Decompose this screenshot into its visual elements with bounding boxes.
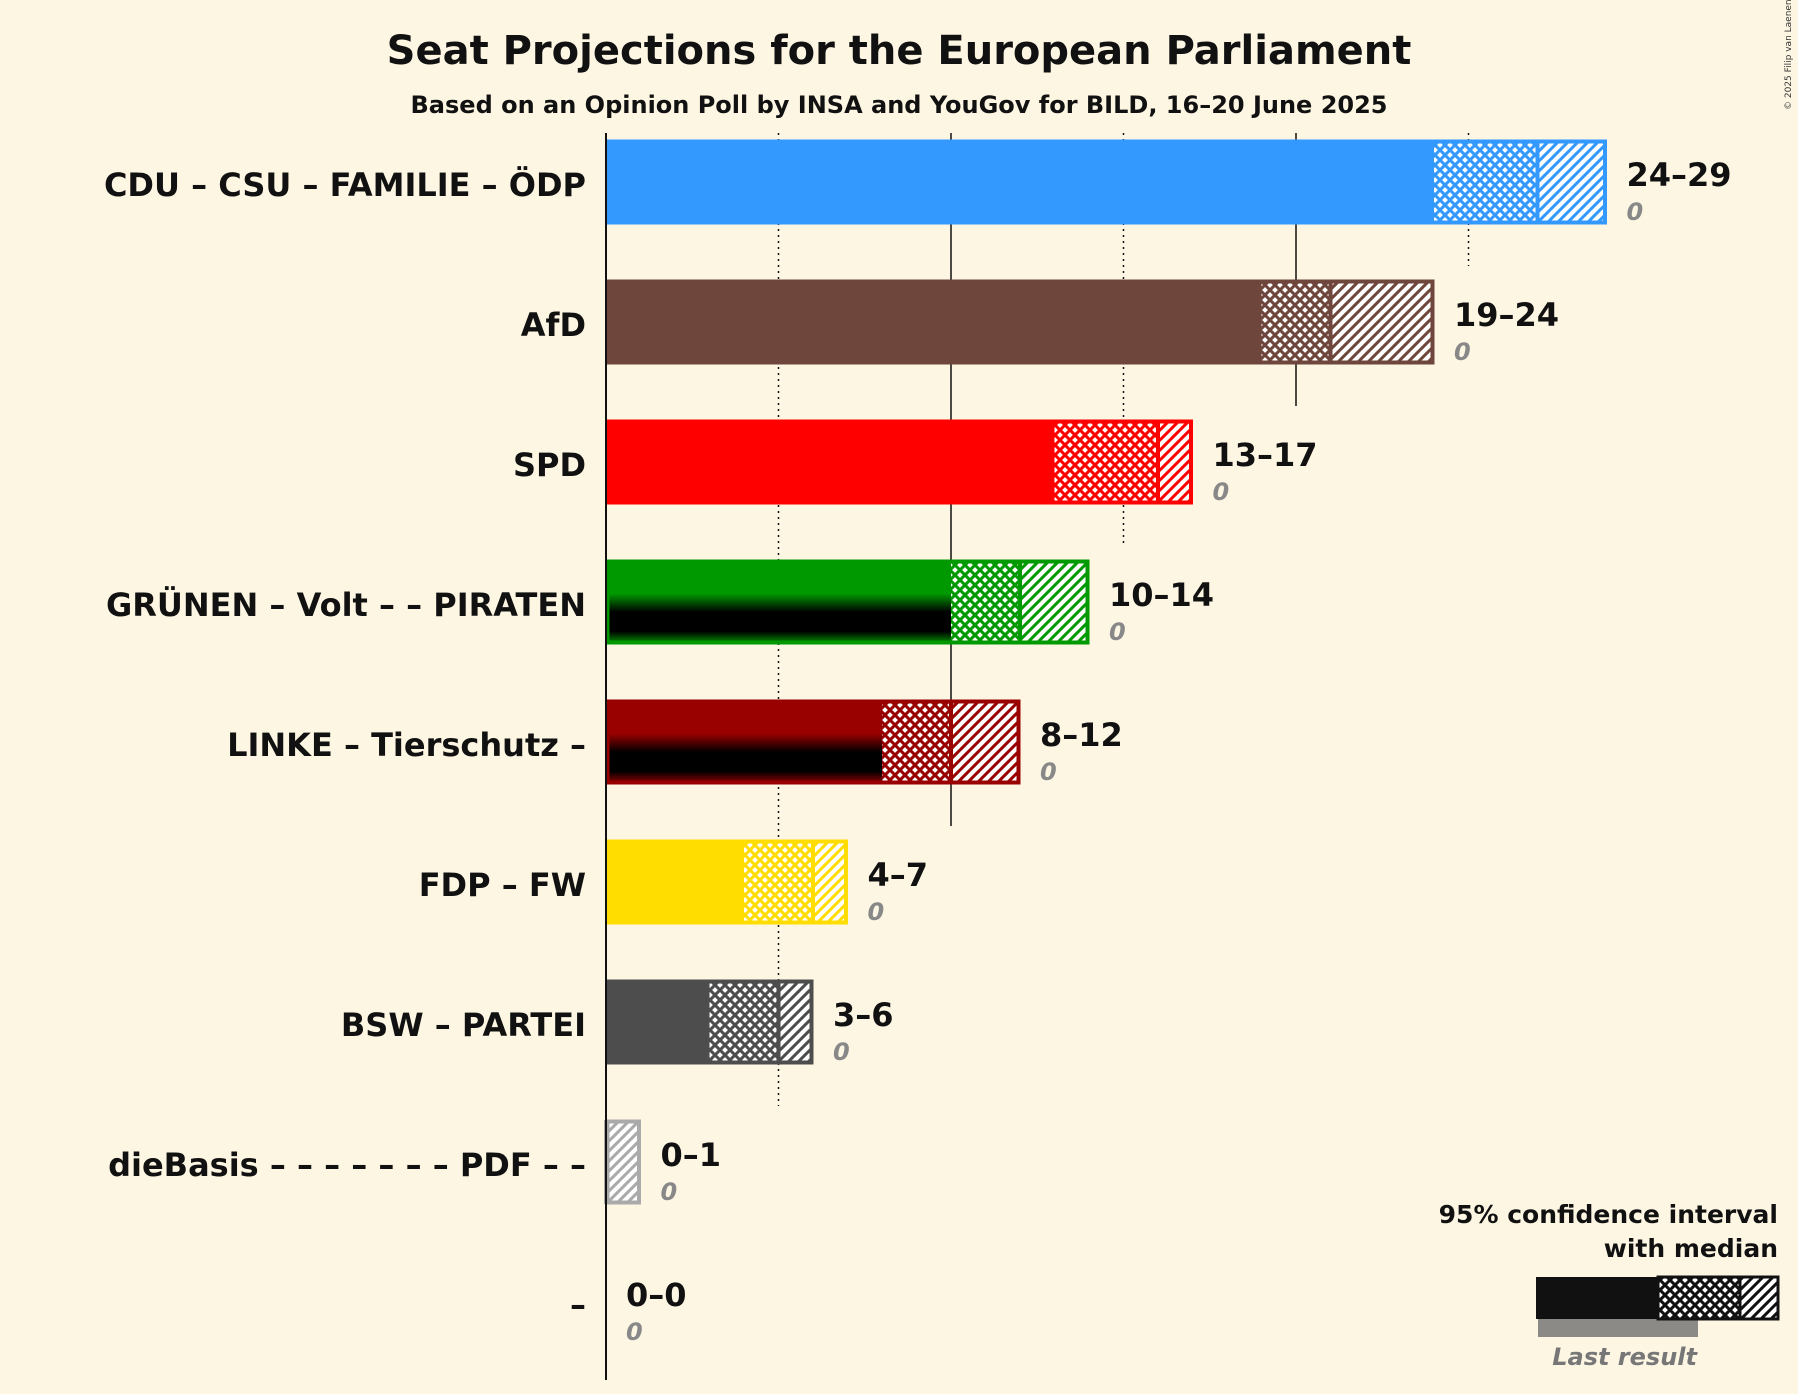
last-result-label: 0	[661, 1178, 678, 1206]
bar-outline	[605, 559, 1090, 645]
range-label: 0–0	[626, 1276, 687, 1314]
bar-outline	[605, 1119, 641, 1205]
category-label: CDU – CSU – FAMILIE – ÖDP	[104, 166, 586, 204]
bar-ci-upper	[1158, 420, 1193, 504]
bar-solid	[606, 140, 1434, 224]
bar-ci-upper	[778, 980, 813, 1064]
last-result-label: 0	[833, 1038, 850, 1066]
category-label: FDP – FW	[419, 866, 586, 904]
bar-row: BSW – PARTEI 3–6 0	[341, 979, 894, 1066]
bar-row: SPD 13–17 0	[513, 419, 1318, 506]
copyright-notice: © 2025 Filip van Laenen	[1784, 0, 1794, 110]
last-result-label: 0	[868, 898, 885, 926]
bar-outline	[605, 419, 1193, 505]
legend-last-result-label: Last result	[1552, 1343, 1698, 1371]
category-label: BSW – PARTEI	[341, 1006, 586, 1044]
category-label: LINKE – Tierschutz –	[227, 726, 586, 764]
bar-ci-upper	[606, 1120, 641, 1204]
bars-group: CDU – CSU – FAMILIE – ÖDP 24–29 0 AfD 19–24 0…	[104, 139, 1732, 1346]
bar-row: – 0–0 0	[570, 1276, 687, 1346]
range-label: 4–7	[868, 856, 929, 894]
bar-outline	[605, 279, 1435, 365]
bar-stripe	[606, 560, 951, 644]
bar-ci-lower	[951, 560, 1020, 644]
bar-ci-upper	[1330, 280, 1434, 364]
range-label: 8–12	[1040, 716, 1123, 754]
bar-row: FDP – FW 4–7 0	[419, 839, 929, 926]
range-label: 0–1	[661, 1136, 722, 1174]
last-result-label: 0	[626, 1318, 643, 1346]
range-label: 13–17	[1213, 436, 1318, 474]
legend-solid-bar	[1536, 1277, 1658, 1319]
bar-row: LINKE – Tierschutz – 8–12 0	[227, 699, 1123, 786]
bar-outline	[605, 839, 848, 925]
last-result-label: 0	[1213, 478, 1230, 506]
legend-last-result-bar	[1538, 1317, 1698, 1337]
last-result-label: 0	[1040, 758, 1057, 786]
category-label: SPD	[513, 446, 586, 484]
chart-title: Seat Projections for the European Parlia…	[387, 28, 1412, 74]
range-label: 10–14	[1109, 576, 1214, 614]
bar-row: AfD 19–24 0	[521, 279, 1559, 366]
bar-outline	[605, 139, 1607, 225]
bar-outline	[605, 699, 1021, 785]
last-result-label: 0	[1109, 618, 1126, 646]
bar-ci-upper	[1537, 140, 1607, 224]
last-result-label: 0	[1454, 338, 1471, 366]
range-label: 3–6	[833, 996, 894, 1034]
category-label: GRÜNEN – Volt – – PIRATEN	[106, 586, 586, 624]
bar-ci-upper	[951, 700, 1020, 784]
bar-row: CDU – CSU – FAMILIE – ÖDP 24–29 0	[104, 139, 1732, 226]
range-label: 19–24	[1454, 296, 1559, 334]
bar-ci-lower	[709, 980, 779, 1064]
bar-solid	[606, 980, 710, 1064]
bar-ci-lower	[1434, 140, 1538, 224]
bar-solid	[606, 280, 1262, 364]
category-label: AfD	[521, 306, 586, 344]
bar-ci-upper	[813, 840, 848, 924]
legend-title-line2: with median	[1604, 1234, 1778, 1263]
chart-subtitle: Based on an Opinion Poll by INSA and You…	[411, 91, 1388, 119]
legend: 95% confidence interval with median Last…	[1439, 1200, 1780, 1371]
bar-ci-lower	[1054, 420, 1158, 504]
bar-ci-lower	[1261, 280, 1331, 364]
bar-solid	[606, 840, 744, 924]
bar-ci-upper	[1020, 560, 1089, 644]
legend-hatch-bar	[1738, 1275, 1780, 1321]
bar-ci-lower	[744, 840, 813, 924]
bar-stripe	[606, 700, 882, 784]
legend-title-line1: 95% confidence interval	[1439, 1200, 1778, 1229]
bar-outline	[605, 979, 814, 1065]
bar-row: GRÜNEN – Volt – – PIRATEN 10–14 0	[106, 559, 1214, 646]
category-label: dieBasis – – – – – – – PDF – –	[108, 1146, 586, 1184]
category-label: –	[570, 1286, 586, 1324]
bar-solid	[606, 420, 1055, 504]
last-result-label: 0	[1627, 198, 1644, 226]
bar-ci-lower	[882, 700, 951, 784]
legend-crosshatch-bar	[1656, 1275, 1742, 1321]
range-label: 24–29	[1627, 156, 1732, 194]
